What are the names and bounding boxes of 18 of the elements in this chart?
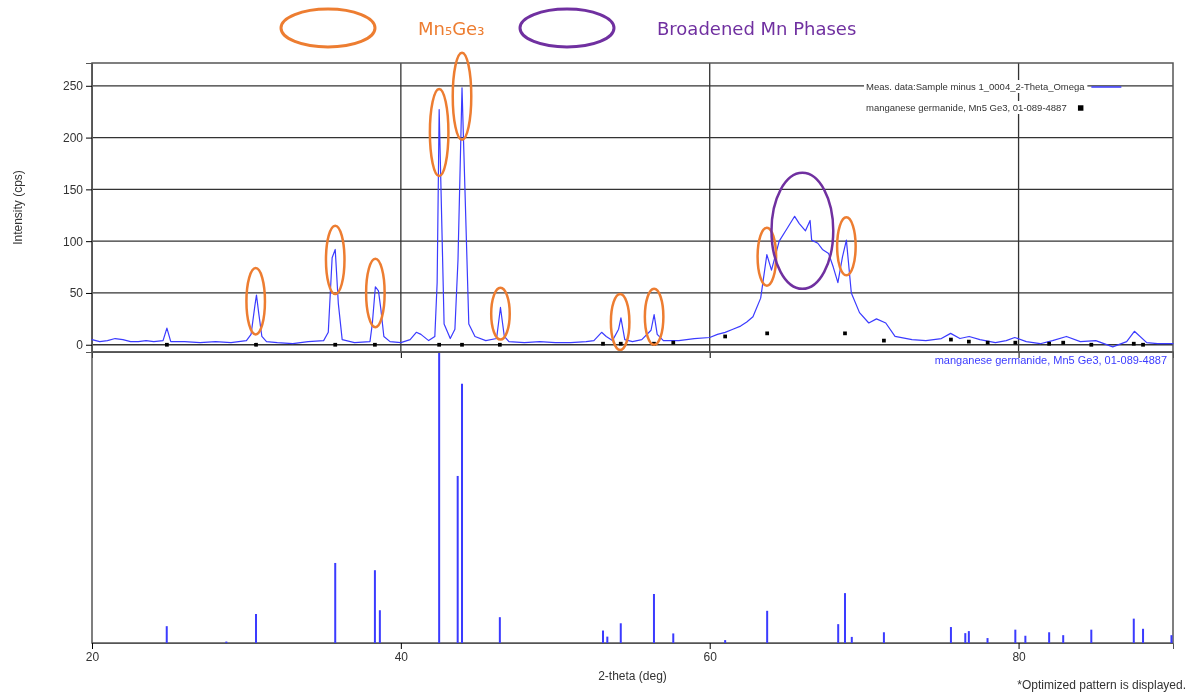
y-tick-label: 200 [62,130,84,145]
text: Broadened Mn Phases [657,18,857,39]
y-tick-label: 250 [62,79,84,94]
legend-label: Meas. data:Sample minus 1_0004_2-Theta_Omega [866,81,1086,92]
x-axis-title: 2-theta (deg) [598,669,667,683]
x-tick-label: 80 [1012,649,1027,664]
text: Mn₅Ge₃ [418,18,485,39]
y-tick-label: 0 [76,338,84,353]
text: manganese germanide, Mn5 Ge3, 01-089-4887 [934,354,1167,366]
x-tick-label: 40 [394,649,409,664]
y-tick-label: 150 [62,182,84,197]
x-tick-label: 20 [85,649,100,664]
text: *Optimized pattern is displayed. [1017,678,1186,692]
x-tick-label: 60 [703,649,718,664]
y-tick-label: 50 [69,286,84,301]
y-tick-label: 100 [62,234,84,249]
y-axis-title: Intensity (cps) [11,170,25,245]
legend-label: manganese germanide, Mn5 Ge3, 01-089-4887 [866,102,1067,113]
